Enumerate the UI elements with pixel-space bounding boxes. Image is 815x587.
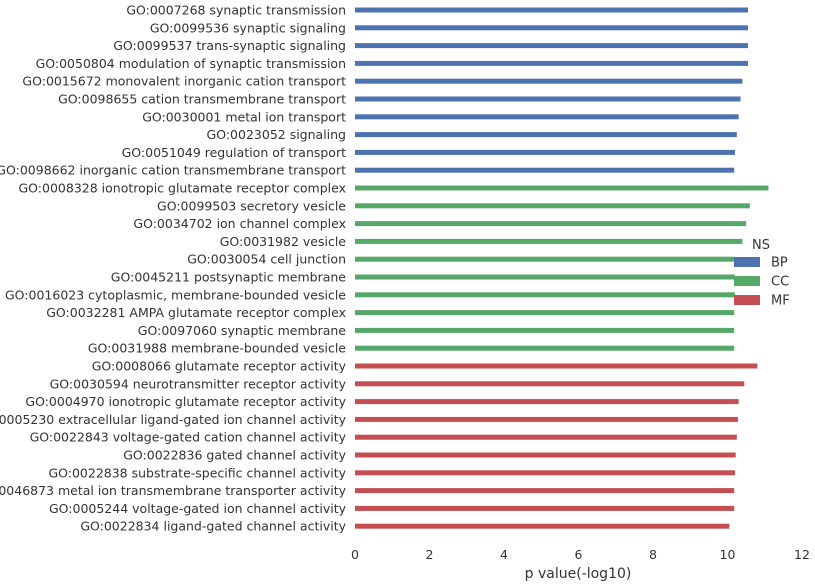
bar-7 bbox=[355, 132, 737, 138]
x-axis: 0 2 4 6 8 10 12 bbox=[351, 547, 810, 562]
category-label: GO:0046873 metal ion transmembrane trans… bbox=[0, 483, 347, 498]
category-label: GO:0015672 monovalent inorganic cation t… bbox=[22, 74, 346, 89]
legend-label-bp: BP bbox=[771, 256, 788, 271]
category-label: GO:0004970 ionotropic glutamate receptor… bbox=[25, 394, 346, 409]
bar-15 bbox=[355, 274, 735, 280]
legend-title: NS bbox=[752, 238, 770, 253]
bar-25 bbox=[355, 452, 736, 458]
category-label: GO:0005230 extracellular ligand-gated io… bbox=[0, 412, 347, 427]
bar-2 bbox=[355, 43, 748, 49]
category-label: GO:0022838 substrate-specific channel ac… bbox=[48, 465, 346, 480]
category-label: GO:0022843 voltage-gated cation channel … bbox=[30, 430, 347, 445]
bar-5 bbox=[355, 96, 741, 102]
bar-9 bbox=[355, 167, 735, 173]
bar-14 bbox=[355, 256, 735, 262]
category-label: GO:0099537 trans-synaptic signaling bbox=[113, 38, 346, 53]
category-label: GO:0022834 ligand-gated channel activity bbox=[80, 519, 346, 534]
bar-3 bbox=[355, 60, 748, 66]
category-label: GO:0098655 cation transmembrane transpor… bbox=[58, 92, 346, 107]
bar-0 bbox=[355, 7, 748, 13]
x-tick-label: 10 bbox=[720, 547, 736, 562]
x-tick-label: 0 bbox=[351, 547, 359, 562]
legend-label-cc: CC bbox=[771, 275, 789, 290]
x-tick-label: 6 bbox=[575, 547, 583, 562]
category-label: GO:0032281 AMPA glutamate receptor compl… bbox=[46, 305, 346, 320]
bar-19 bbox=[355, 345, 735, 351]
bar-17 bbox=[355, 310, 735, 316]
bar-6 bbox=[355, 114, 739, 120]
x-tick-label: 8 bbox=[649, 547, 657, 562]
bar-10 bbox=[355, 185, 769, 191]
bar-1 bbox=[355, 25, 748, 31]
bar-24 bbox=[355, 434, 737, 440]
bar-29 bbox=[355, 523, 730, 529]
category-label: GO:0051049 regulation of transport bbox=[122, 145, 347, 160]
bar-16 bbox=[355, 292, 735, 298]
category-label: GO:0050804 modulation of synaptic transm… bbox=[36, 56, 346, 71]
category-label: GO:0030054 cell junction bbox=[187, 252, 346, 267]
bar-20 bbox=[355, 363, 758, 369]
bar-12 bbox=[355, 221, 747, 227]
category-label: GO:0008328 ionotropic glutamate receptor… bbox=[19, 181, 347, 196]
category-label: GO:0005244 voltage-gated ion channel act… bbox=[49, 501, 347, 516]
category-label: GO:0022836 gated channel activity bbox=[123, 448, 346, 463]
bar-18 bbox=[355, 327, 735, 333]
x-axis-label: p value(-log10) bbox=[525, 566, 632, 582]
category-labels: GO:0007268 synaptic transmission GO:00995… bbox=[0, 3, 347, 534]
category-label: GO:0008066 glutamate receptor activity bbox=[92, 359, 347, 374]
category-label: GO:0016023 cytoplasmic, membrane-bounded… bbox=[5, 287, 346, 302]
category-label: GO:0045211 postsynaptic membrane bbox=[111, 270, 347, 285]
bar-8 bbox=[355, 149, 735, 155]
bar-28 bbox=[355, 505, 735, 511]
bar-4 bbox=[355, 78, 743, 84]
category-label: GO:0031982 vesicle bbox=[220, 234, 347, 249]
bar-27 bbox=[355, 488, 735, 494]
bar-13 bbox=[355, 238, 743, 244]
x-tick-label: 12 bbox=[794, 547, 810, 562]
category-label: GO:0030594 neurotransmitter receptor act… bbox=[50, 376, 347, 391]
legend-label-mf: MF bbox=[771, 294, 790, 309]
legend-swatch-mf bbox=[734, 295, 760, 305]
category-label: GO:0099536 synaptic signaling bbox=[150, 20, 346, 35]
bars-layer bbox=[355, 7, 769, 529]
category-label: GO:0007268 synaptic transmission bbox=[126, 3, 346, 18]
category-label: GO:0031988 membrane-bounded vesicle bbox=[88, 341, 346, 356]
category-label: GO:0034702 ion channel complex bbox=[133, 216, 346, 231]
legend-swatch-cc bbox=[734, 276, 760, 286]
category-label: GO:0023052 signaling bbox=[207, 127, 346, 142]
bar-11 bbox=[355, 203, 750, 209]
bar-22 bbox=[355, 399, 739, 405]
category-label: GO:0097060 synaptic membrane bbox=[138, 323, 347, 338]
bar-26 bbox=[355, 470, 735, 476]
category-label: GO:0030001 metal ion transport bbox=[142, 109, 346, 124]
category-label: GO:0099503 secretory vesicle bbox=[157, 198, 346, 213]
legend-swatch-bp bbox=[734, 257, 760, 267]
legend: NS BP CC MF bbox=[734, 238, 790, 309]
bar-21 bbox=[355, 381, 745, 387]
x-tick-label: 4 bbox=[500, 547, 508, 562]
x-tick-label: 2 bbox=[426, 547, 434, 562]
category-label: GO:0098662 inorganic cation transmembran… bbox=[0, 163, 346, 178]
bar-23 bbox=[355, 416, 738, 422]
